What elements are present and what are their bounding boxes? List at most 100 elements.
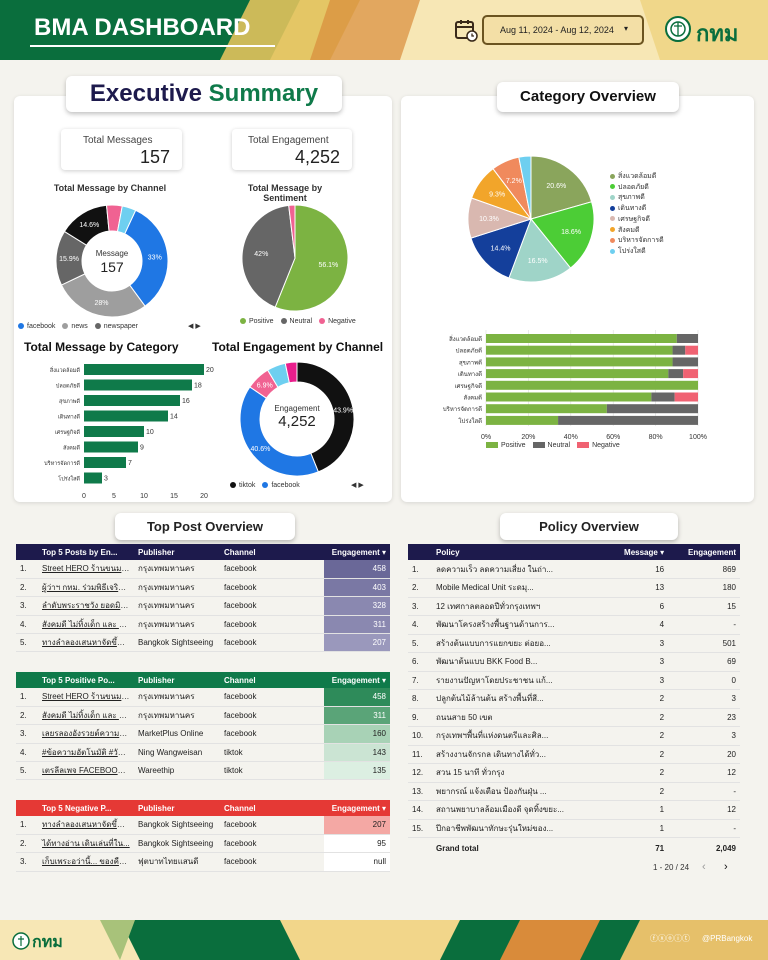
column-header[interactable]: Message ▾ — [606, 544, 669, 560]
column-header[interactable]: Engagement ▾ — [324, 672, 390, 688]
column-header[interactable]: Channel — [220, 672, 324, 688]
header-index[interactable] — [16, 800, 38, 816]
table-row[interactable]: 3. เก็บเพระอว่านี้... ของคืนดี... ฟุตบาทไท… — [16, 852, 390, 872]
post-title-link[interactable]: ทางลำลองเสนหาจัดขึ้นที่... — [38, 633, 134, 653]
table-row[interactable]: 2. สังคมดี ไม่ทิ้งเด็ก และ Foo... กรุงเทพม… — [16, 706, 390, 726]
legend-swatch — [610, 237, 615, 243]
slice-label: 10.3% — [479, 216, 499, 223]
table-row[interactable]: 4. พัฒนาโครงสร้างพื้นฐานด้านการ... 4- — [408, 615, 740, 635]
column-header[interactable]: Top 5 Positive Po... — [38, 672, 134, 688]
channel-cell: facebook — [220, 852, 324, 872]
post-title-link[interactable]: เตรลีลเพจ FACEBOOK ... — [38, 761, 134, 781]
column-header[interactable]: Engagement ▾ — [324, 800, 390, 816]
table-row[interactable]: 3. 12 เทศกาลตลอดปีทั่วกรุงเทพฯ 6 15 — [408, 597, 740, 616]
sentiment-pie-chart: 56.1% 42% — [242, 204, 349, 312]
category-bar-title: Total Message by Category — [24, 340, 179, 354]
table-row[interactable]: 6. พัฒนาต้นแบบ BKK Food B... 3 69 — [408, 652, 740, 672]
table-row[interactable]: 1. ทางลำลองเสนหาจัดขึ้นที่... Bangkok Sigh… — [16, 816, 390, 835]
table-row[interactable]: 15. ปีกอาชีพพัฒนาทักษะรุ่นใหม่ของ... 1- — [408, 819, 740, 838]
column-header[interactable]: Publisher — [134, 672, 220, 688]
table-row[interactable]: 1. Street HERO ร้านขนมจีน... กรุงเทพมหานคร… — [16, 560, 390, 579]
table-row[interactable]: 3.ลำดับพระราชวัง ยอดมิตรภาพ...กรุงเทพมหา… — [16, 596, 390, 616]
table-row[interactable]: 5. สร้างต้นแบบการแยกขยะ ต่อยอ... 3 501 — [408, 634, 740, 653]
pie-slice-0 — [274, 204, 349, 312]
column-header[interactable]: Engagement ▾ — [324, 544, 390, 560]
header-index[interactable] — [16, 672, 38, 688]
post-title-link[interactable]: #ข้อความอัตโนมัติ #วัดพ... — [38, 743, 134, 763]
calendar-icon[interactable] — [454, 18, 478, 42]
column-header[interactable]: Channel — [220, 800, 324, 816]
footer-logo-text: กทม — [32, 934, 63, 951]
post-title-link[interactable]: เก็บเพระอว่านี้... ของคืนดี... — [38, 852, 134, 872]
slice-label: 42% — [254, 251, 268, 258]
policy-name-cell: ปลูกต้นไม้ล้านต้น สร้างพื้นที่สี... — [432, 689, 607, 709]
bar-category-label: โปร่งใสดี — [58, 475, 80, 483]
legend-pager-icon[interactable]: ◀ ▶ — [188, 323, 201, 330]
post-title-link[interactable]: เลยรลองอังรวยต์ความสุขส... — [38, 724, 134, 744]
bar-category-label: เศรษฐกิจดี — [55, 429, 81, 436]
column-header[interactable]: Engagement — [668, 544, 740, 560]
legend-item: สิ่งแวดล้อมดี — [610, 172, 664, 183]
column-header[interactable]: Publisher — [134, 800, 220, 816]
post-title-link[interactable]: ได้ทางอ่าน เดินเล่นที่ใน... — [38, 834, 134, 854]
pie-slice-0 — [530, 155, 593, 220]
table-row[interactable]: 9. ถนนสาย 50 เขต 2 23 — [408, 708, 740, 727]
table-row[interactable]: 13. พยากรณ์ แจ้งเตือน ป้องกันฝุ่น ... 2- — [408, 782, 740, 801]
channel-cell: tiktok — [220, 761, 324, 781]
table-row[interactable]: 2. ผู้ว่าฯ กทม. ร่วมพิธีเจริญพ... กรุงเทพม… — [16, 578, 390, 598]
date-range-picker[interactable]: Aug 11, 2024 - Aug 12, 2024 ▾ — [482, 15, 644, 45]
post-title-link[interactable]: สังคมดี ไม่ทิ้งเด็ก และ Foo... — [38, 615, 134, 635]
table-row[interactable]: 3. เลยรลองอังรวยต์ความสุขส... MarketPlus O… — [16, 724, 390, 744]
pie-slice-4 — [284, 362, 298, 384]
table-row[interactable]: 5. ทางลำลองเสนหาจัดขึ้นที่... Bangkok Sigh… — [16, 633, 390, 653]
legend-item: tiktok — [230, 482, 255, 489]
x-tick-label: 20 — [200, 493, 208, 500]
post-title-link[interactable]: ทางลำลองเสนหาจัดขึ้นที่... — [38, 816, 134, 835]
table-row[interactable]: 10. กรุงเทพฯพื้นที่แห่งดนตรีและศิล... 2 3 — [408, 726, 740, 746]
table-row[interactable]: 5. เตรลีลเพจ FACEBOOK ... Wareethip tiktok 1… — [16, 761, 390, 781]
policy-name-cell: รายงานปัญหาโดยประชาชน แก้... — [432, 671, 607, 690]
legend-label: newspaper — [103, 323, 139, 330]
column-header[interactable]: Policy — [432, 544, 607, 560]
column-header[interactable]: Top 5 Negative P... — [38, 800, 134, 816]
table-row[interactable]: 7. รายงานปัญหาโดยประชาชน แก้... 3 0 — [408, 671, 740, 690]
row-index: 8. — [408, 689, 432, 709]
column-header[interactable]: Channel — [220, 544, 324, 560]
column-header[interactable]: Publisher — [134, 544, 220, 560]
post-title-link[interactable]: สังคมดี ไม่ทิ้งเด็ก และ Foo... — [38, 706, 134, 726]
header-index[interactable] — [16, 544, 38, 560]
table-row[interactable]: 1. ลดความเร็ว ลดความเสี่ยง ในถ่า... 16 869 — [408, 560, 740, 579]
table-row[interactable]: 8. ปลูกต้นไม้ล้านต้น สร้างพื้นที่สี... 2 3 — [408, 689, 740, 709]
engagement-cell: 458 — [324, 560, 390, 579]
table-row[interactable]: 2. Mobile Medical Unit ระดมุ... 13 180 — [408, 578, 740, 598]
prev-page-icon[interactable]: ‹ — [702, 861, 706, 873]
top-positive-posts-table: Top 5 Positive Po... Publisher Channel Enga… — [16, 672, 390, 781]
category-stacked-bar-chart: สิ่งแวดล้อมดีปลอดภัยดีสุขภาพดีเดินทางดีเ… — [443, 330, 707, 441]
table-header-row: Top 5 Posts by En... Publisher Channel Enga… — [16, 544, 390, 560]
table-row[interactable]: 11. สร้างงานจักรกล เดินทางได้ทั่ว... 2 20 — [408, 745, 740, 764]
policy-table: Policy Message ▾ Engagement 1. ลดความเร็ว ลด… — [408, 544, 740, 860]
title-part-executive: Executive — [89, 80, 202, 107]
table-row[interactable]: 2. ได้ทางอ่าน เดินเล่นที่ใน... Bangkok Sig… — [16, 834, 390, 854]
slice-label: 28% — [94, 300, 108, 307]
row-index: 2. — [16, 706, 38, 726]
column-header[interactable]: Top 5 Posts by En... — [38, 544, 134, 560]
publisher-cell: กรุงเทพมหานคร — [134, 560, 220, 579]
table-row[interactable]: 14. สถานพยาบาลล้อมเมืองดี จุดทิ้งขยะ... 1 1… — [408, 800, 740, 820]
table-row[interactable]: 12. สวน 15 นาที ทั่วกรุง 2 12 — [408, 763, 740, 783]
engagement-legend-pager-icon[interactable]: ◀ ▶ — [351, 482, 364, 489]
next-page-icon[interactable]: › — [724, 861, 728, 873]
table-row[interactable]: 1. Street HERO ร้านขนมจีน... กรุงเทพมหานคร… — [16, 688, 390, 707]
post-title-link[interactable]: Street HERO ร้านขนมจีน... — [38, 560, 134, 579]
slice-label: 6.9% — [257, 382, 273, 389]
header-index[interactable] — [408, 544, 432, 560]
category-overview-card — [401, 96, 754, 502]
post-title-link[interactable]: ผู้ว่าฯ กทม. ร่วมพิธีเจริญพ... — [38, 578, 134, 598]
post-title-link[interactable]: Street HERO ร้านขนมจีน... — [38, 688, 134, 707]
stack-segment-positive — [486, 380, 698, 390]
table-row[interactable]: 4. #ข้อความอัตโนมัติ #วัดพ... Ning Wangwei… — [16, 743, 390, 763]
table-row[interactable]: 4. สังคมดี ไม่ทิ้งเด็ก และ Foo... กรุงเทพม… — [16, 615, 390, 635]
post-title-link[interactable]: ลำดับพระราชวัง ยอดมิตรภาพ... — [38, 596, 134, 616]
stack-category-label: ปลอดภัยดี — [456, 347, 482, 355]
top-negative-posts-table: Top 5 Negative P... Publisher Channel Engag… — [16, 800, 390, 872]
